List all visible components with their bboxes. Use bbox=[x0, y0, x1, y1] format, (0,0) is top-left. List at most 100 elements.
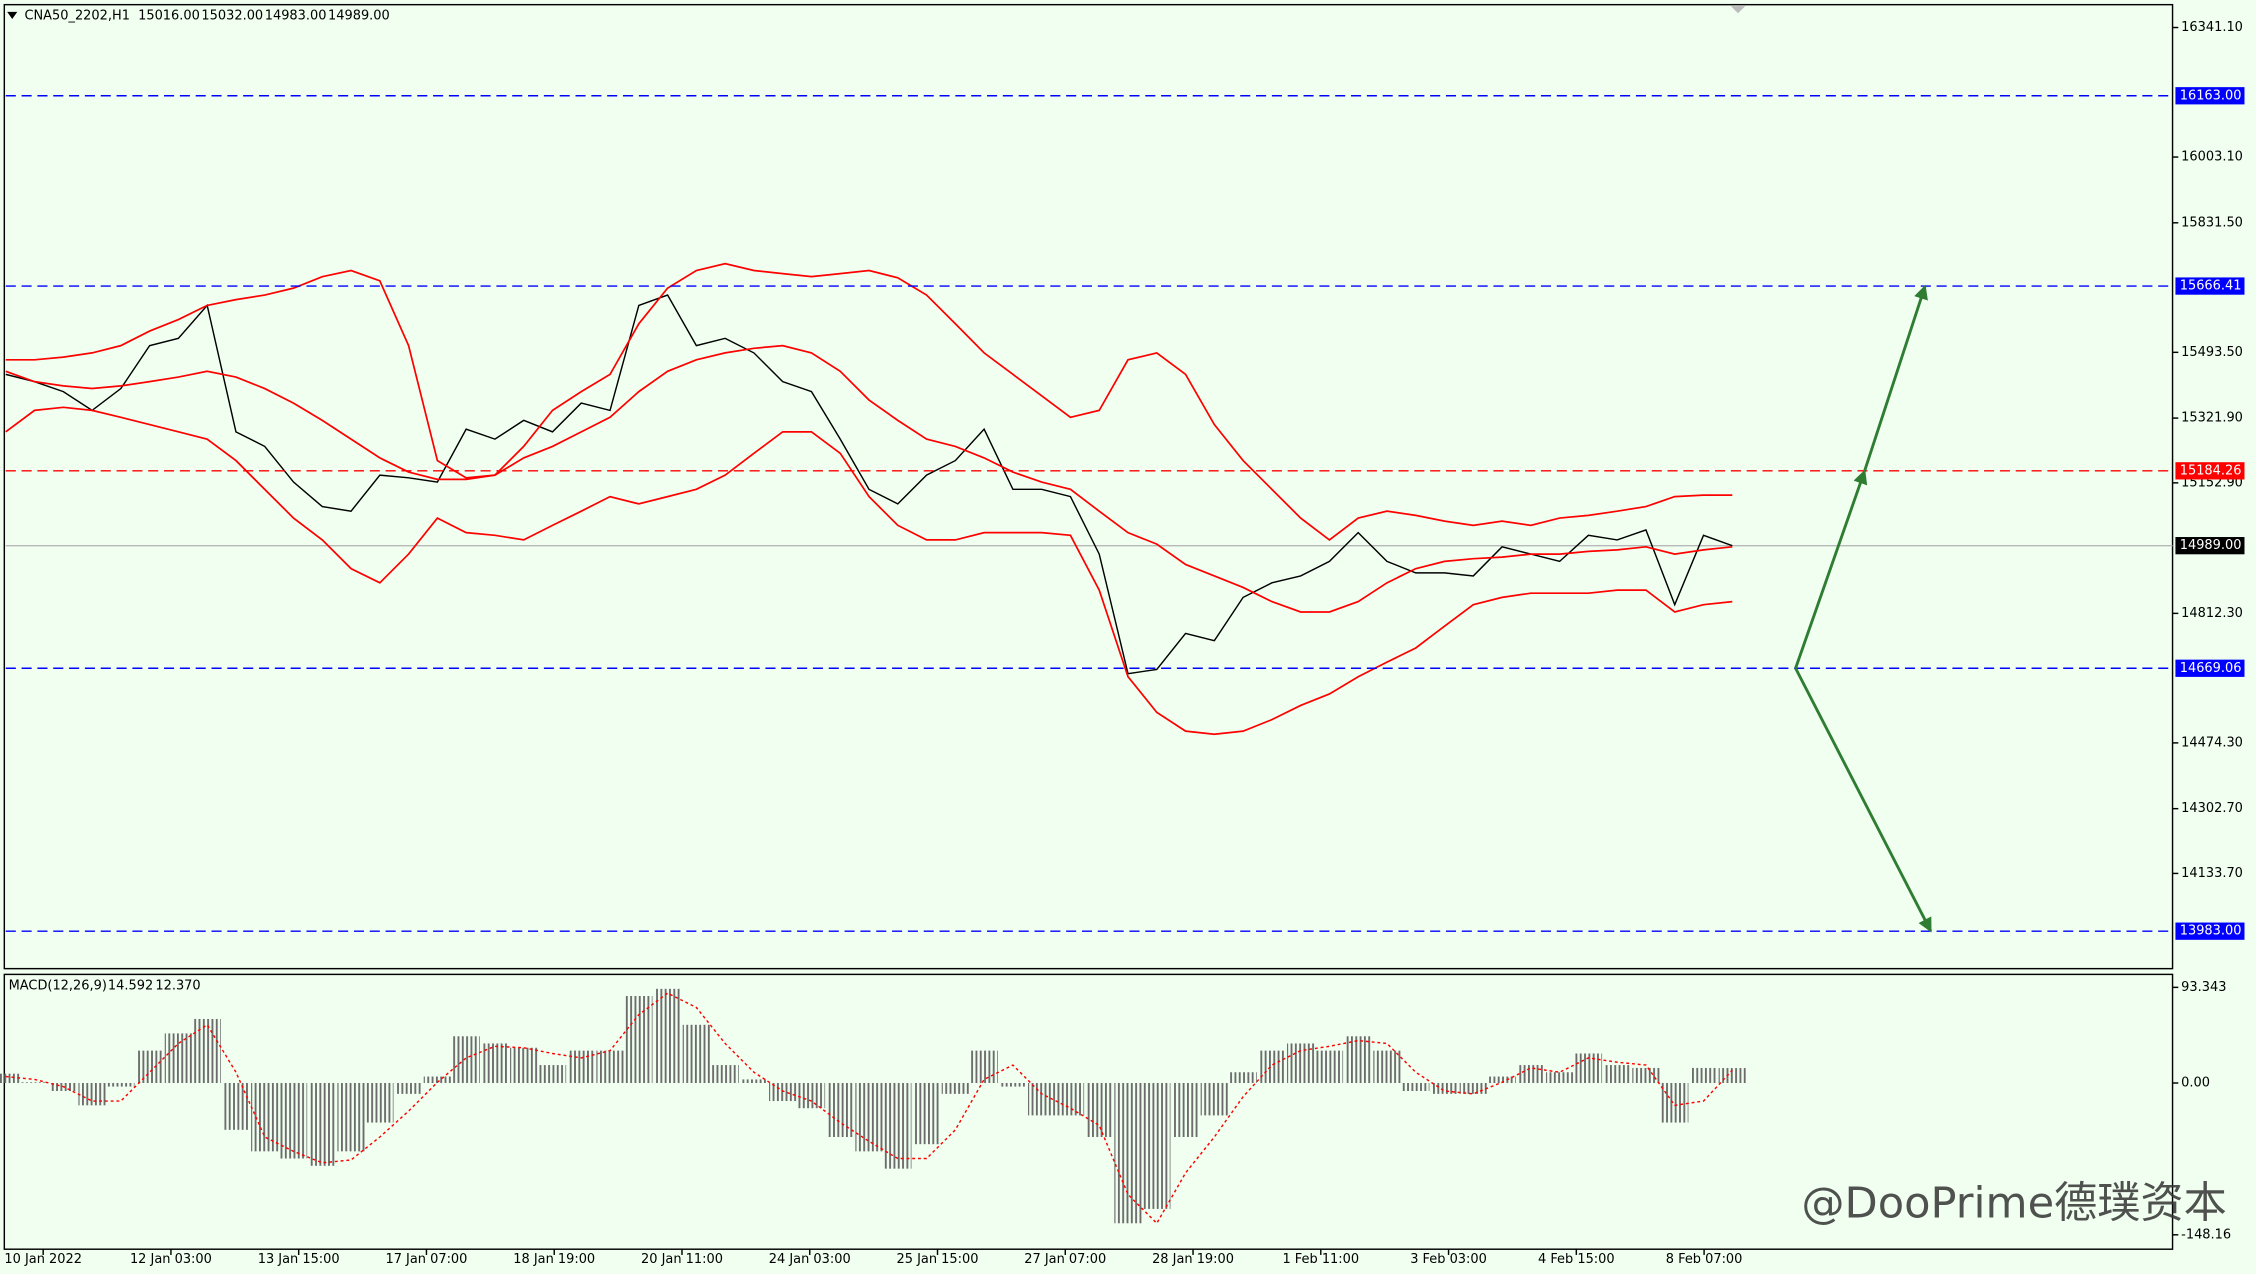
y-tick-label: -148.16 bbox=[2181, 1227, 2231, 1242]
macd-bar bbox=[1258, 1050, 1286, 1084]
macd-bar bbox=[711, 1065, 739, 1084]
macd-bar bbox=[1286, 1043, 1315, 1084]
macd-bar bbox=[653, 988, 682, 1084]
projection-arrow bbox=[1794, 667, 1933, 933]
level-label: 15184.26 bbox=[2180, 463, 2242, 478]
x-tick-label: 27 Jan 07:00 bbox=[1024, 1252, 1106, 1267]
bollinger-band bbox=[5, 344, 1733, 613]
level-label-box bbox=[2175, 277, 2245, 295]
macd-bar bbox=[0, 1073, 20, 1084]
macd-bar bbox=[20, 1082, 49, 1084]
macd-bar bbox=[337, 1083, 365, 1152]
menu-triangle[interactable] bbox=[7, 11, 18, 20]
level-label: 16163.00 bbox=[2180, 88, 2242, 103]
y-tick-label: 14474.30 bbox=[2181, 735, 2243, 750]
projection-arrow bbox=[1863, 284, 1928, 472]
projection-arrow bbox=[1794, 469, 1868, 669]
current-price-box bbox=[2175, 537, 2245, 555]
macd-bar bbox=[1517, 1065, 1545, 1084]
macd-bar bbox=[423, 1076, 452, 1084]
watermark: @DooPrime德璞资本 bbox=[1801, 1179, 2226, 1229]
y-tick-label: 16003.10 bbox=[2181, 150, 2243, 165]
macd-bar bbox=[1229, 1072, 1257, 1084]
y-tick-label: 16341.10 bbox=[2181, 20, 2243, 35]
level-label: 15666.41 bbox=[2180, 279, 2242, 294]
macd-title: MACD(12,26,9) bbox=[9, 978, 107, 993]
macd-bar bbox=[884, 1083, 912, 1169]
macd-bar bbox=[481, 1043, 509, 1084]
macd-signal-reading: 12.370 bbox=[155, 978, 200, 993]
macd-bar bbox=[769, 1083, 797, 1102]
macd-bar bbox=[970, 1050, 998, 1084]
x-tick-label: 10 Jan 2022 bbox=[4, 1252, 82, 1267]
macd-bar bbox=[135, 1050, 164, 1084]
x-tick-label: 28 Jan 19:00 bbox=[1152, 1252, 1234, 1267]
level-label-box bbox=[2175, 462, 2245, 480]
signal-line bbox=[5, 992, 1733, 1225]
level-label-box bbox=[2175, 922, 2245, 940]
macd-bar bbox=[452, 1036, 480, 1084]
macd-bar bbox=[826, 1083, 854, 1138]
macd-bar bbox=[1430, 1083, 1459, 1094]
macd-bar bbox=[855, 1083, 883, 1152]
macd-bar bbox=[222, 1083, 250, 1130]
ohlc-open: 15016.00 bbox=[138, 9, 200, 24]
macd-bar bbox=[912, 1083, 941, 1145]
x-tick-label: 24 Jan 03:00 bbox=[769, 1252, 851, 1267]
macd-bar bbox=[1056, 1083, 1085, 1116]
macd-bar bbox=[1718, 1068, 1746, 1084]
macd-bar bbox=[596, 1050, 624, 1084]
macd-panel bbox=[3, 973, 2174, 1250]
macd-bar bbox=[1632, 1067, 1660, 1084]
x-tick-label: 12 Jan 03:00 bbox=[130, 1252, 212, 1267]
macd-bar bbox=[1545, 1072, 1574, 1084]
macd-bar bbox=[1402, 1083, 1430, 1091]
bollinger-band bbox=[5, 262, 1733, 541]
macd-bar bbox=[941, 1083, 970, 1094]
macd-bar bbox=[567, 1050, 595, 1084]
y-tick-label: 14302.70 bbox=[2181, 801, 2243, 816]
macd-bar bbox=[625, 996, 653, 1084]
macd-bar bbox=[797, 1083, 826, 1109]
y-tick-label: 14812.30 bbox=[2181, 606, 2243, 621]
x-tick-label: 18 Jan 19:00 bbox=[513, 1252, 595, 1267]
macd-bar bbox=[1085, 1083, 1113, 1138]
level-label: 13983.00 bbox=[2180, 924, 2242, 939]
macd-bar bbox=[78, 1083, 106, 1106]
y-tick-label: 93.343 bbox=[2181, 980, 2226, 995]
macd-bar bbox=[164, 1033, 193, 1084]
macd-bar bbox=[999, 1083, 1027, 1087]
price-line bbox=[5, 294, 1733, 675]
bollinger-band bbox=[5, 406, 1733, 736]
y-tick-label: 15493.50 bbox=[2181, 345, 2243, 360]
y-tick-label: 15831.50 bbox=[2181, 215, 2243, 230]
level-label-box bbox=[2175, 87, 2245, 105]
shift-marker bbox=[1730, 6, 1746, 14]
x-tick-label: 3 Feb 03:00 bbox=[1410, 1252, 1487, 1267]
macd-bar bbox=[1689, 1067, 1718, 1084]
macd-bar bbox=[366, 1083, 394, 1123]
y-tick-label: 15321.90 bbox=[2181, 411, 2243, 426]
macd-bar bbox=[1143, 1083, 1171, 1209]
macd-main-reading: 14.592 bbox=[108, 978, 153, 993]
y-tick-label: 14133.70 bbox=[2181, 866, 2243, 881]
x-tick-label: 17 Jan 07:00 bbox=[385, 1252, 467, 1267]
macd-bar bbox=[107, 1083, 135, 1087]
macd-bar bbox=[1114, 1083, 1142, 1224]
current-price-label: 14989.00 bbox=[2180, 538, 2242, 553]
macd-bar bbox=[682, 1024, 711, 1084]
macd-bar bbox=[193, 1018, 221, 1084]
x-tick-label: 4 Feb 15:00 bbox=[1538, 1252, 1615, 1267]
level-label: 14669.06 bbox=[2180, 661, 2242, 676]
ohlc-low: 14983.00 bbox=[265, 9, 327, 24]
ohlc-close: 14989.00 bbox=[328, 9, 390, 24]
macd-bar bbox=[394, 1083, 423, 1094]
x-tick-label: 8 Feb 07:00 bbox=[1666, 1252, 1743, 1267]
x-tick-label: 25 Jan 15:00 bbox=[897, 1252, 979, 1267]
macd-bar bbox=[1603, 1065, 1631, 1084]
macd-bar bbox=[1488, 1076, 1516, 1084]
macd-bar bbox=[1661, 1083, 1689, 1123]
macd-bar bbox=[279, 1083, 308, 1159]
